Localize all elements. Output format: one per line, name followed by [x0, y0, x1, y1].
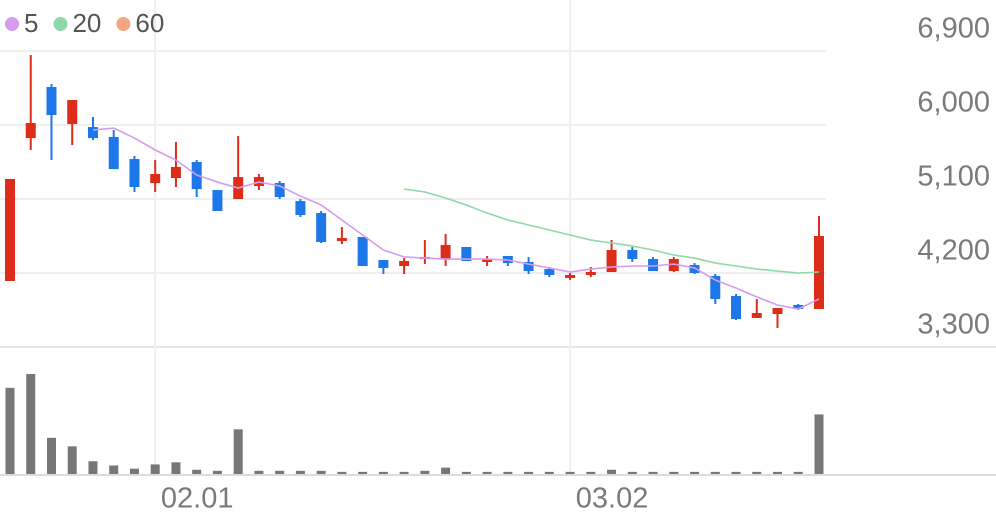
volume-bar: [690, 471, 700, 474]
volume-bar: [482, 471, 492, 474]
candle-body: [585, 272, 596, 275]
legend-label: 60: [135, 8, 164, 38]
volume-bar: [67, 446, 77, 474]
volume-bar: [773, 471, 783, 474]
volume-bar: [648, 471, 658, 474]
volume-bar: [46, 437, 56, 474]
legend-label: 5: [24, 8, 38, 38]
y-tick-label: 5,100: [917, 161, 990, 193]
volume-bar: [88, 461, 98, 474]
candle-body: [150, 174, 161, 184]
candle-body: [606, 249, 617, 273]
volume-bar: [109, 465, 119, 474]
y-tick-label: 3,300: [917, 309, 990, 341]
candle-body: [170, 167, 181, 179]
candle-body: [108, 137, 119, 170]
volume-bar: [503, 471, 513, 474]
candle-body: [274, 183, 285, 198]
volume-bar: [524, 471, 534, 474]
legend-swatch: [116, 17, 131, 31]
volume-bar: [752, 471, 762, 474]
candle-body: [212, 190, 223, 212]
candle-body: [67, 100, 78, 125]
volume-bar: [171, 462, 181, 474]
candle-body: [793, 304, 804, 310]
volume-bar: [295, 470, 305, 474]
candle-body: [523, 261, 534, 272]
volume-bar: [420, 470, 430, 474]
volume-bar: [814, 414, 824, 474]
volume-bar: [337, 471, 347, 474]
y-tick-label: 4,200: [917, 235, 990, 267]
candle-body: [731, 296, 742, 320]
candle-body: [87, 127, 98, 139]
volume-bar: [586, 471, 596, 474]
volume-bar: [192, 469, 202, 474]
legend-label: 20: [72, 8, 101, 38]
y-tick-label: 6,900: [917, 13, 990, 45]
volume-bar: [5, 387, 15, 474]
candle-body: [648, 259, 659, 272]
volume-bar: [461, 471, 471, 474]
candle-body: [627, 249, 638, 260]
volume-bar: [254, 470, 264, 474]
volume-bar: [669, 471, 679, 474]
candle-body: [5, 179, 15, 281]
candle-body: [461, 247, 472, 261]
candle-body: [25, 123, 36, 139]
volume-bar: [378, 471, 388, 474]
volume-bar: [358, 471, 368, 474]
candle-body: [316, 213, 327, 243]
volume-bar: [212, 470, 222, 474]
candle-body: [295, 201, 306, 216]
x-tick-label: 03.02: [576, 483, 649, 515]
candle-body: [751, 313, 762, 318]
legend-swatch: [5, 17, 19, 31]
candle-body: [565, 274, 576, 279]
volume-bar: [129, 468, 139, 474]
volume-bar: [565, 471, 575, 474]
ma-line: [404, 188, 820, 274]
volume-bar: [316, 470, 326, 474]
volume-bar: [441, 467, 451, 474]
candle-body: [772, 308, 783, 315]
y-tick-label: 6,000: [917, 87, 990, 119]
ma-line: [92, 127, 820, 310]
candle-body: [440, 245, 451, 260]
volume-bar: [607, 469, 617, 474]
candle-body: [399, 260, 410, 267]
volume-bar: [710, 471, 720, 474]
candle-body: [129, 159, 140, 187]
candle-body: [544, 269, 555, 275]
candle-body: [689, 265, 700, 273]
volume-bar: [627, 471, 637, 474]
legend-swatch: [53, 17, 68, 31]
volume-bar: [399, 471, 409, 474]
volume-bar: [150, 464, 160, 474]
volume-bar: [275, 470, 285, 474]
candle-body: [482, 259, 493, 262]
x-tick-label: 02.01: [161, 483, 234, 515]
volume-bar: [544, 471, 554, 474]
candle-body: [710, 276, 721, 299]
candle-body: [357, 236, 368, 267]
volume-bar: [233, 429, 243, 474]
candle-body: [336, 238, 347, 242]
candle-body: [46, 87, 57, 116]
candle-body: [668, 259, 679, 272]
volume-bar: [793, 471, 803, 474]
candle-body: [378, 260, 389, 268]
volume-bar: [731, 471, 741, 474]
volume-bar: [26, 374, 36, 474]
